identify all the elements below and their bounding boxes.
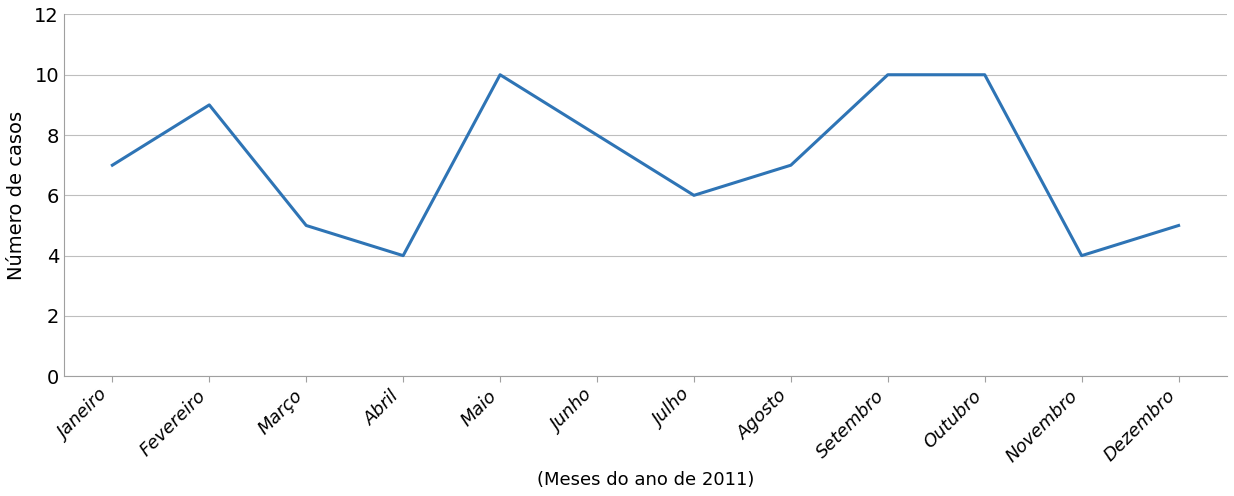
X-axis label: (Meses do ano de 2011): (Meses do ano de 2011) <box>537 471 754 489</box>
Y-axis label: Número de casos: Número de casos <box>7 111 26 280</box>
